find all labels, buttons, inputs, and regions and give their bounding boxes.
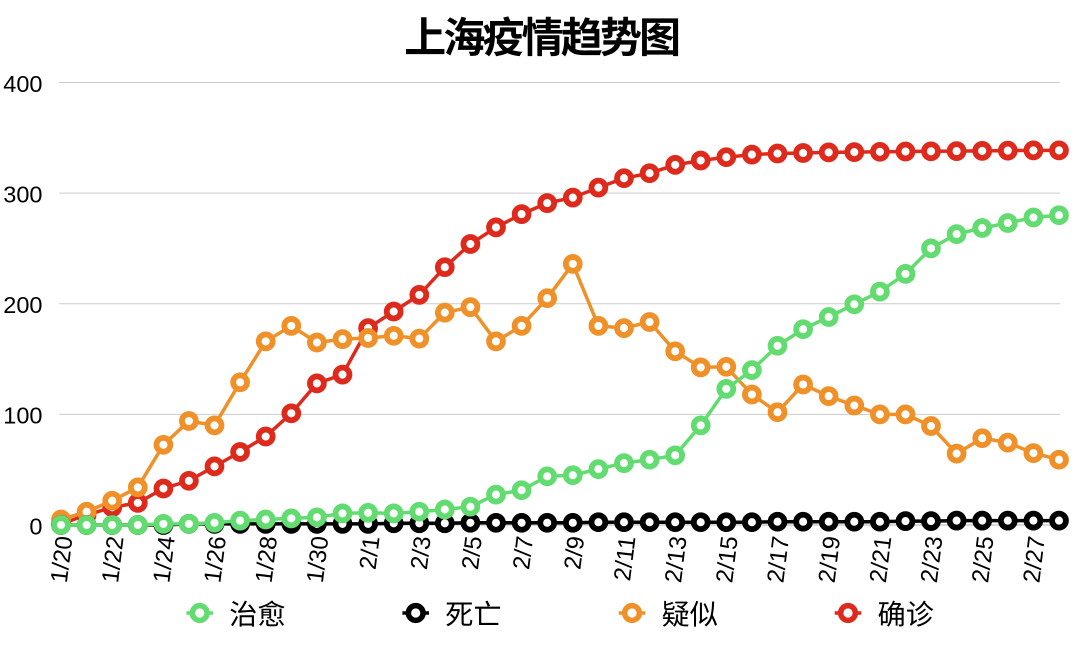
svg-text:2/21: 2/21 xyxy=(865,535,897,585)
svg-text:2/3: 2/3 xyxy=(406,535,437,571)
svg-text:1/20: 1/20 xyxy=(46,535,78,585)
svg-text:1/26: 1/26 xyxy=(199,535,231,585)
svg-text:1/28: 1/28 xyxy=(251,535,283,585)
svg-text:2/15: 2/15 xyxy=(711,535,743,585)
svg-text:2/23: 2/23 xyxy=(916,535,948,585)
svg-text:2/17: 2/17 xyxy=(762,535,794,585)
svg-text:2/7: 2/7 xyxy=(508,535,539,571)
svg-text:0: 0 xyxy=(29,513,42,539)
svg-text:300: 300 xyxy=(3,181,42,207)
svg-text:2/27: 2/27 xyxy=(1018,535,1050,585)
svg-text:1/30: 1/30 xyxy=(302,535,334,585)
svg-text:1/22: 1/22 xyxy=(97,535,129,585)
svg-text:2/1: 2/1 xyxy=(355,535,386,571)
svg-text:2/11: 2/11 xyxy=(609,535,641,583)
svg-text:2/25: 2/25 xyxy=(967,535,999,585)
svg-text:2/13: 2/13 xyxy=(660,535,692,585)
svg-text:100: 100 xyxy=(3,403,42,429)
svg-text:2/19: 2/19 xyxy=(814,535,846,585)
svg-text:200: 200 xyxy=(3,292,42,318)
svg-text:400: 400 xyxy=(3,71,42,97)
svg-text:2/5: 2/5 xyxy=(457,535,488,571)
svg-text:2/9: 2/9 xyxy=(559,535,590,571)
svg-text:1/24: 1/24 xyxy=(148,535,180,585)
